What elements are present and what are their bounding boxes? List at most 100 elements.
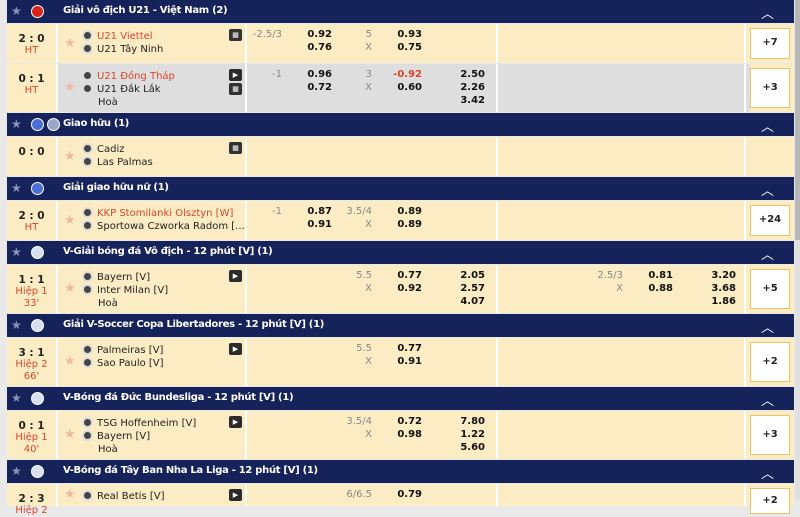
h1-1x2-odds[interactable]: 3.20 — [711, 270, 736, 281]
league-header[interactable]: ★ V-Bóng đá Đức Bundesliga - 12 phút [V] … — [7, 387, 794, 410]
match-row[interactable]: 2 : 0 HT ★ KKP Stomilanki Olsztyn [W] Sporto… — [7, 201, 794, 240]
star-icon[interactable]: ★ — [11, 464, 22, 478]
scrollbar-thumb[interactable] — [795, 0, 800, 240]
home-team[interactable]: KKP Stomilanki Olsztyn [W] — [82, 207, 233, 219]
league-header[interactable]: ★ Giải giao hữu nữ (1) ︿ — [7, 177, 794, 200]
match-row[interactable]: 3 : 1 Hiệp 2 66' ★ Palmeiras [V] Sao Paulo [V… — [7, 338, 794, 386]
home-team[interactable]: U21 Viettel — [82, 30, 153, 42]
1x2-odds[interactable]: 3.42 — [460, 95, 485, 106]
favorite-star-icon[interactable]: ★ — [64, 487, 76, 502]
more-bets-button[interactable]: +2 — [750, 342, 790, 382]
handicap-home-odds[interactable]: 0.96 — [307, 69, 332, 80]
more-bets-button[interactable]: +7 — [750, 28, 790, 59]
star-icon[interactable]: ★ — [11, 318, 22, 332]
match-row[interactable]: 2 : 0 HT ★ U21 Viettel U21 Tây Ninh ▦ -2.5/3 0.… — [7, 24, 794, 63]
home-team[interactable]: Bayern [V] — [82, 271, 150, 283]
chevron-up-icon[interactable]: ︿ — [760, 467, 774, 482]
handicap-home-odds[interactable]: 0.87 — [307, 206, 332, 217]
star-icon[interactable]: ★ — [11, 245, 22, 259]
live-video-button[interactable]: ▶ — [229, 343, 242, 355]
league-header[interactable]: ★ V-Bóng đá Tây Ban Nha La Liga - 12 phút… — [7, 460, 794, 483]
favorite-star-icon[interactable]: ★ — [64, 80, 76, 95]
away-team[interactable]: Las Palmas — [82, 156, 153, 168]
league-header[interactable]: ★ Giải V-Soccer Copa Libertadores - 12 ph… — [7, 314, 794, 337]
home-team[interactable]: U21 Đồng Tháp — [82, 70, 175, 82]
h1-under-odds[interactable]: 0.88 — [648, 283, 673, 294]
under-odds[interactable]: 0.75 — [397, 42, 422, 53]
over-odds[interactable]: 0.93 — [397, 29, 422, 40]
1x2-odds[interactable]: 4.07 — [460, 296, 485, 307]
away-team[interactable]: U21 Tây Ninh — [82, 43, 163, 55]
1x2-odds[interactable]: 2.05 — [460, 270, 485, 281]
over-odds[interactable]: 0.79 — [397, 489, 422, 500]
live-video-button[interactable]: ▶ — [229, 270, 242, 282]
scrollbar[interactable] — [795, 0, 800, 500]
away-team[interactable]: Sportowa Czworka Radom [... — [82, 220, 245, 232]
over-odds[interactable]: 0.89 — [397, 206, 422, 217]
match-row[interactable]: 1 : 1 Hiệp 1 33' ★ Bayern [V] Inter Milan [V]… — [7, 265, 794, 313]
handicap-away-odds[interactable]: 0.91 — [307, 219, 332, 230]
chevron-up-icon[interactable]: ︿ — [760, 120, 774, 135]
chevron-up-icon[interactable]: ︿ — [760, 184, 774, 199]
over-odds[interactable]: 0.72 — [397, 416, 422, 427]
handicap-away-odds[interactable]: 0.76 — [307, 42, 332, 53]
handicap-home-odds[interactable]: 0.92 — [307, 29, 332, 40]
favorite-star-icon[interactable]: ★ — [64, 354, 76, 369]
match-row[interactable]: 0 : 1 HT ★ U21 Đồng Tháp U21 Đắk Lắk Hoà ▶ ▦ -1 0… — [7, 64, 794, 112]
1x2-odds[interactable]: 2.26 — [460, 82, 485, 93]
away-team[interactable]: Inter Milan [V] — [82, 284, 168, 296]
star-icon[interactable]: ★ — [11, 181, 22, 195]
chevron-up-icon[interactable]: ︿ — [760, 394, 774, 409]
handicap-away-odds[interactable]: 0.72 — [307, 82, 332, 93]
match-row[interactable]: 2 : 3 Hiệp 2 ★ Real Betis [V] ▶ 6/6.5 0.79 +2 — [7, 484, 794, 516]
more-bets-button[interactable]: +3 — [750, 415, 790, 455]
under-odds[interactable]: 0.89 — [397, 219, 422, 230]
under-odds[interactable]: 0.60 — [397, 82, 422, 93]
live-video-button[interactable]: ▶ — [229, 416, 242, 428]
home-team[interactable]: Real Betis [V] — [82, 490, 164, 502]
favorite-star-icon[interactable]: ★ — [64, 427, 76, 442]
league-header[interactable]: ★ Giải vô địch U21 - Việt Nam (2) ︿ — [7, 0, 794, 23]
match-row[interactable]: 0 : 0 ★ Cadiz Las Palmas ▦ — [7, 137, 794, 176]
over-odds[interactable]: 0.77 — [397, 270, 422, 281]
live-video-button[interactable]: ▶ — [229, 489, 242, 501]
h1-1x2-odds[interactable]: 1.86 — [711, 296, 736, 307]
home-team[interactable]: Palmeiras [V] — [82, 344, 163, 356]
1x2-odds[interactable]: 2.50 — [460, 69, 485, 80]
more-bets-button[interactable]: +5 — [750, 269, 790, 309]
stats-icon[interactable]: ▦ — [229, 29, 242, 41]
favorite-star-icon[interactable]: ★ — [64, 35, 76, 51]
favorite-star-icon[interactable]: ★ — [64, 148, 76, 164]
more-bets-button[interactable]: +24 — [750, 205, 790, 236]
under-odds[interactable]: 0.91 — [397, 356, 422, 367]
over-odds[interactable]: 0.77 — [397, 343, 422, 354]
chevron-up-icon[interactable]: ︿ — [760, 321, 774, 336]
star-icon[interactable]: ★ — [11, 391, 22, 405]
match-row[interactable]: 0 : 1 Hiệp 1 40' ★ TSG Hoffenheim [V] Bayern … — [7, 411, 794, 459]
away-team[interactable]: Sao Paulo [V] — [82, 357, 164, 369]
h1-over-odds[interactable]: 0.81 — [648, 270, 673, 281]
h1-1x2-odds[interactable]: 3.68 — [711, 283, 736, 294]
1x2-odds[interactable]: 7.80 — [460, 416, 485, 427]
league-header[interactable]: ★ V-Giải bóng đá Vô địch - 12 phút [V] (1… — [7, 241, 794, 264]
stats-icon[interactable]: ▦ — [229, 142, 242, 154]
1x2-odds[interactable]: 2.57 — [460, 283, 485, 294]
chevron-up-icon[interactable]: ︿ — [760, 248, 774, 263]
favorite-star-icon[interactable]: ★ — [64, 281, 76, 296]
over-odds[interactable]: -0.92 — [393, 69, 422, 80]
under-odds[interactable]: 0.92 — [397, 283, 422, 294]
more-bets-button[interactable]: +2 — [750, 488, 790, 514]
star-icon[interactable]: ★ — [11, 117, 22, 131]
1x2-odds[interactable]: 1.22 — [460, 429, 485, 440]
live-video-button[interactable]: ▶ — [229, 69, 242, 81]
more-bets-button[interactable]: +3 — [750, 68, 790, 108]
star-icon[interactable]: ★ — [11, 4, 22, 18]
chevron-up-icon[interactable]: ︿ — [760, 7, 774, 22]
home-team[interactable]: Cadiz — [82, 143, 125, 155]
stats-icon[interactable]: ▦ — [229, 83, 242, 95]
favorite-star-icon[interactable]: ★ — [64, 212, 76, 228]
away-team[interactable]: U21 Đắk Lắk — [82, 83, 161, 95]
home-team[interactable]: TSG Hoffenheim [V] — [82, 417, 196, 429]
under-odds[interactable]: 0.98 — [397, 429, 422, 440]
1x2-odds[interactable]: 5.60 — [460, 442, 485, 453]
